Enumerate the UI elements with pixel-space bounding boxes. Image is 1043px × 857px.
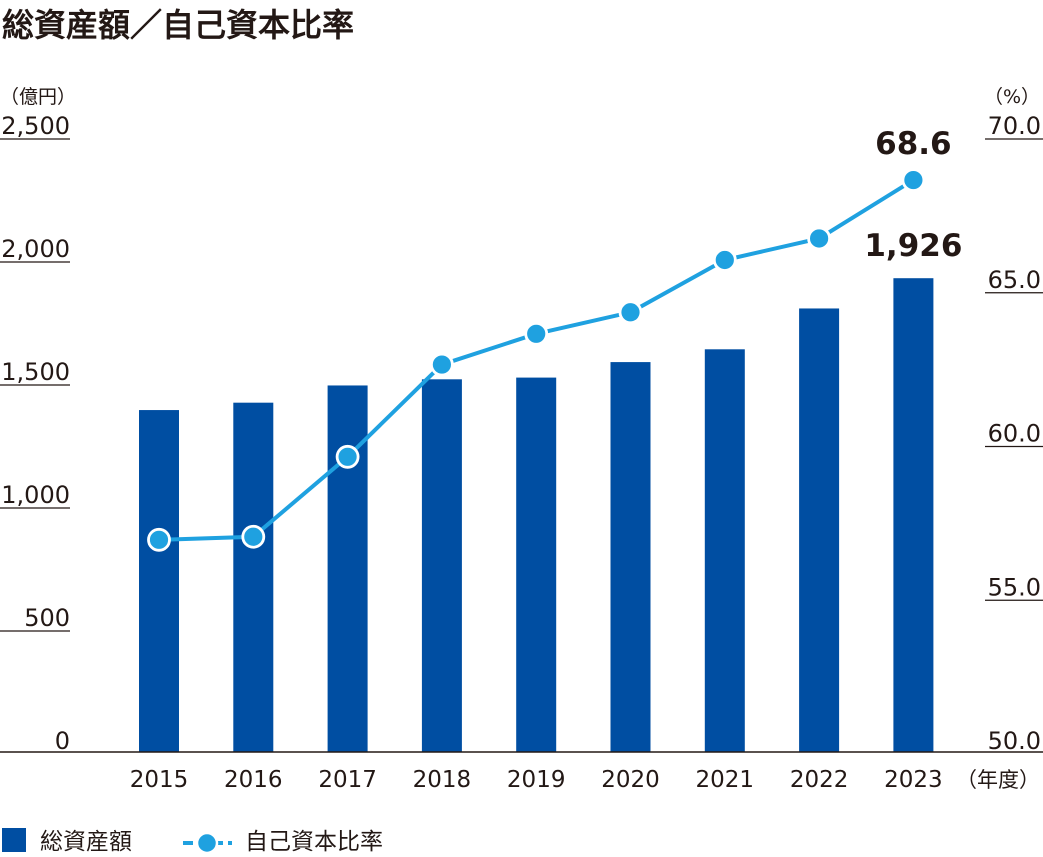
x-axis-tick-label: 2019: [507, 767, 566, 793]
line-series: [147, 168, 926, 552]
legend-label-line: 自己資本比率: [245, 829, 383, 855]
right-axis-unit: （%）: [984, 86, 1040, 108]
right-axis-tick-label: 60.0: [988, 420, 1041, 448]
legend: 総資産額 自己資本比率: [2, 828, 383, 855]
line-point: [524, 321, 549, 346]
left-axis-tick-label: 500: [24, 604, 70, 632]
left-axis: 2,500 2,000 1,500 1,000 500 0: [0, 112, 70, 755]
bar: [516, 377, 557, 752]
data-label: 1,926: [864, 228, 962, 264]
x-axis-tick-label: 2023: [884, 767, 943, 793]
left-axis-unit: （億円）: [0, 86, 76, 108]
right-axis-tick-label: 70.0: [988, 112, 1041, 140]
x-axis-tick-label: 2022: [790, 767, 849, 793]
bar: [893, 278, 934, 752]
line-point: [618, 300, 643, 325]
x-axis-tick-label: 2015: [130, 767, 189, 793]
line-point: [241, 524, 266, 549]
data-label: 68.6: [875, 126, 952, 162]
bar: [610, 362, 651, 752]
legend-label-bar: 総資産額: [40, 829, 132, 855]
x-axis-tick-label: 2021: [696, 767, 755, 793]
right-axis: 70.0 65.0 60.0 55.0 50.0: [985, 112, 1043, 755]
line-point: [901, 168, 926, 192]
x-axis-tick-label: 2016: [224, 767, 283, 793]
line-point: [147, 527, 171, 552]
left-axis-tick-label: 0: [55, 727, 70, 755]
data-labels: 1,926 68.6: [864, 126, 962, 264]
line-point: [335, 444, 360, 469]
left-axis-tick-label: 1,000: [1, 481, 70, 509]
right-axis-tick-label: 55.0: [988, 573, 1041, 601]
x-axis-unit: （年度）: [956, 768, 1040, 792]
bar: [421, 379, 462, 752]
bar: [704, 349, 745, 752]
right-axis-tick-label: 65.0: [988, 266, 1041, 294]
bar-series: [139, 278, 934, 752]
legend-swatch-bar: [2, 828, 26, 852]
x-axis: 2015 2016 2017 2018 2019 2020 2021 2022 2023: [130, 767, 943, 793]
right-axis-tick-label: 50.0: [988, 727, 1041, 755]
left-axis-tick-label: 2,500: [1, 112, 70, 140]
left-axis-tick-label: 2,000: [1, 235, 70, 263]
line-point: [807, 226, 831, 251]
left-axis-tick-label: 1,500: [1, 358, 70, 386]
x-axis-tick-label: 2020: [601, 767, 660, 793]
x-axis-tick-label: 2018: [413, 767, 472, 793]
bar: [799, 308, 840, 752]
line-point: [429, 352, 454, 377]
line-point: [712, 248, 737, 272]
chart-title: 総資産額／自己資本比率: [2, 6, 354, 44]
bar: [139, 410, 179, 752]
x-axis-tick-label: 2017: [318, 767, 377, 793]
legend-swatch-marker: [195, 831, 219, 855]
bar: [233, 402, 274, 752]
